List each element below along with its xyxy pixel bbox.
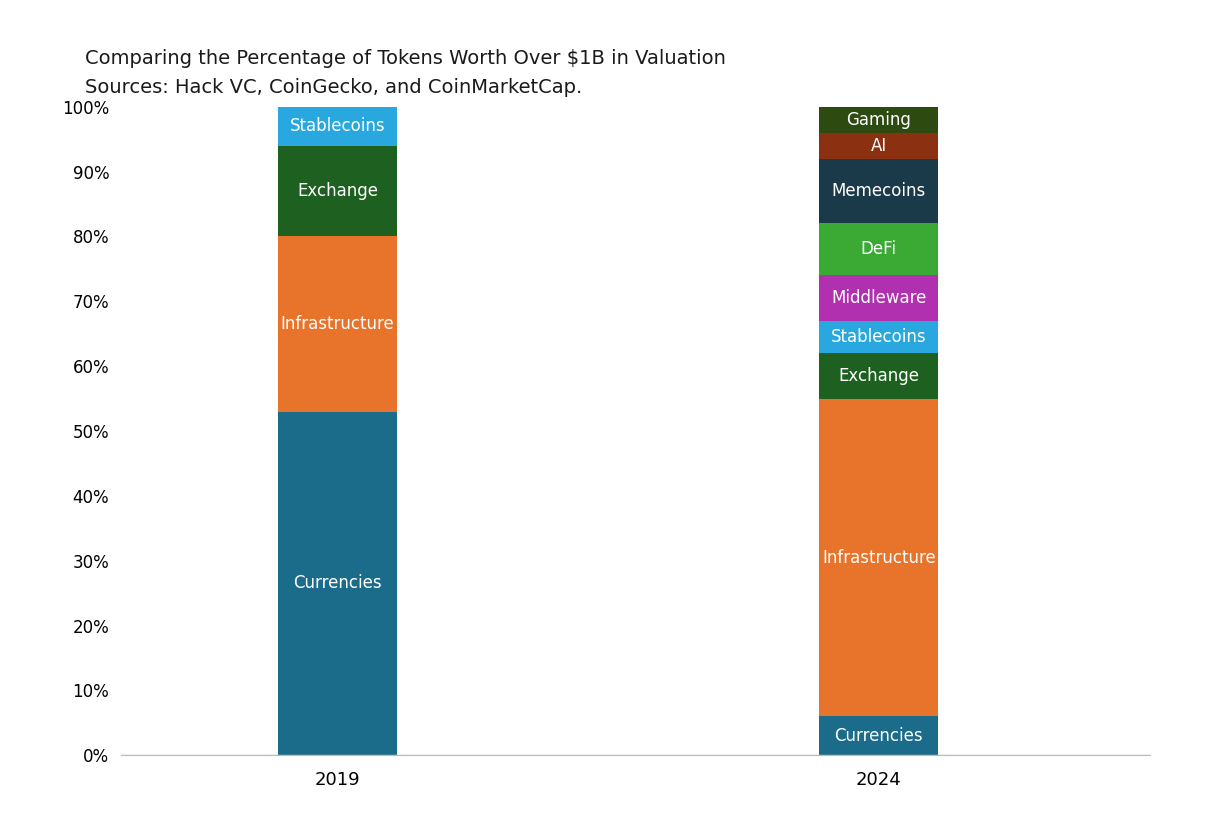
Text: Exchange: Exchange (839, 367, 920, 385)
Text: Currencies: Currencies (293, 575, 382, 593)
Text: Stablecoins: Stablecoins (831, 328, 927, 346)
Bar (819, 107, 939, 133)
Bar (819, 398, 939, 717)
Text: DeFi: DeFi (860, 241, 897, 259)
Text: AI: AI (871, 136, 887, 154)
Text: Gaming: Gaming (847, 111, 911, 129)
Text: Memecoins: Memecoins (831, 182, 926, 200)
Text: Middleware: Middleware (831, 289, 927, 307)
Bar (819, 223, 939, 275)
Bar (278, 107, 397, 145)
Bar (278, 411, 397, 755)
Text: Currencies: Currencies (835, 727, 923, 745)
Text: Exchange: Exchange (296, 182, 378, 200)
Bar (819, 717, 939, 755)
Bar (819, 158, 939, 223)
Text: Stablecoins: Stablecoins (289, 117, 385, 135)
Bar (819, 133, 939, 158)
Text: Infrastructure: Infrastructure (281, 315, 394, 333)
Bar (819, 275, 939, 321)
Bar (278, 236, 397, 411)
Bar (278, 145, 397, 236)
Bar (819, 321, 939, 353)
Text: Comparing the Percentage of Tokens Worth Over $1B in Valuation: Comparing the Percentage of Tokens Worth… (85, 49, 726, 68)
Bar (819, 353, 939, 398)
Text: Infrastructure: Infrastructure (822, 548, 935, 566)
Text: Sources: Hack VC, CoinGecko, and CoinMarketCap.: Sources: Hack VC, CoinGecko, and CoinMar… (85, 78, 582, 97)
